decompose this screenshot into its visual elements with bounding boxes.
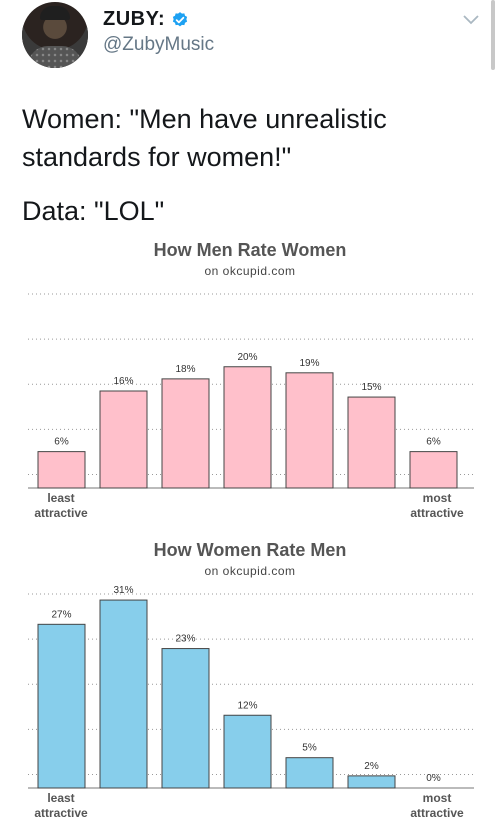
bar: [99, 390, 148, 489]
bar: [285, 757, 334, 789]
name-row: ZUBY:: [103, 8, 189, 31]
axis-end-label: most attractive: [410, 491, 464, 520]
axis-start-label: least attractive: [34, 491, 88, 520]
scrollbar[interactable]: [491, 0, 495, 70]
bar-value-label: 23%: [175, 634, 195, 645]
chart-title: How Men Rate Women: [153, 240, 347, 260]
bar-value-label: 20%: [237, 352, 257, 363]
bar-value-label: 16%: [113, 376, 133, 387]
bar-value-label: 5%: [302, 743, 317, 754]
avatar[interactable]: [22, 2, 88, 68]
bar: [37, 623, 86, 789]
chevron-down-icon[interactable]: [462, 14, 480, 26]
bar-value-label: 6%: [426, 437, 441, 448]
chart-plot-men-rate-women: 6% 16% 18% 20% 19% 15% 6%: [28, 293, 474, 489]
bar-value-label: 6%: [54, 437, 69, 448]
bar-value-label: 15%: [361, 382, 381, 393]
chart-title: How Women Rate Men: [153, 540, 347, 560]
bar: [37, 451, 86, 489]
display-name[interactable]: ZUBY:: [103, 8, 166, 30]
bar-value-label: 31%: [113, 585, 133, 596]
bar: [347, 396, 396, 489]
bar: [99, 599, 148, 789]
avatar-cap: [40, 6, 70, 20]
axis-end-label: most attractive: [410, 791, 464, 820]
bar: [409, 451, 458, 489]
bar-value-label: 2%: [364, 761, 379, 772]
verified-badge-icon: [173, 11, 188, 26]
bar-value-label: 0%: [426, 773, 441, 784]
tweet-line-2: Data: "LOL": [22, 196, 165, 226]
bar: [347, 775, 396, 789]
tweet-header: ZUBY: @ZubyMusic: [0, 0, 500, 80]
chart-subtitle: on okcupid.com: [204, 564, 296, 578]
avatar-shirt: [28, 46, 82, 68]
bar: [161, 378, 210, 489]
tweet-line-1: Women: "Men have unrealistic standards f…: [22, 104, 387, 172]
tweet-text: Women: "Men have unrealistic standards f…: [22, 100, 482, 230]
bar-value-label: 19%: [299, 358, 319, 369]
bar: [285, 372, 334, 489]
bar: [223, 714, 272, 789]
chart-subtitle: on okcupid.com: [204, 264, 296, 278]
chart-men-rate-women: 6% 16% 18% 20% 19% 15% 6% How Men Rate Women o…: [0, 236, 500, 526]
axis-start-label: least attractive: [34, 791, 88, 820]
chart-plot-women-rate-men: 27% 31% 23% 12% 5% 2% 0%: [28, 585, 474, 789]
bar: [161, 648, 210, 789]
bar-value-label: 27%: [51, 609, 71, 620]
bar-value-label: 12%: [237, 700, 257, 711]
bar: [223, 366, 272, 489]
user-handle[interactable]: @ZubyMusic: [103, 34, 215, 55]
bar-value-label: 18%: [175, 364, 195, 375]
chart-women-rate-men: 27% 31% 23% 12% 5% 2% 0% How Women Rate Men on…: [0, 536, 500, 832]
